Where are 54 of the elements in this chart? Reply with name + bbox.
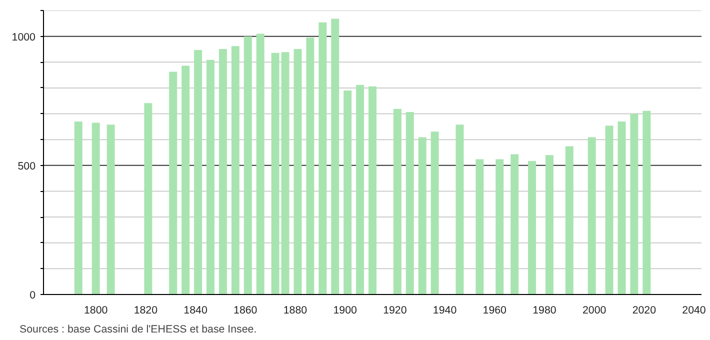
- source-note: Sources : base Cassini de l'EHESS et base Insee.: [20, 324, 257, 336]
- bar: [194, 50, 202, 294]
- x-tick-label: 1920: [383, 304, 407, 316]
- bar: [74, 122, 82, 294]
- bar: [271, 52, 280, 294]
- bar: [630, 114, 638, 294]
- bar: [418, 137, 426, 294]
- bar: [231, 46, 240, 294]
- bar: [393, 108, 402, 294]
- bar: [356, 84, 364, 294]
- bar: [588, 137, 596, 294]
- y-tick-label: 0: [30, 290, 36, 302]
- bar: [344, 90, 352, 294]
- bar: [106, 124, 115, 294]
- y-tick-label: 500: [18, 160, 36, 172]
- x-tick-label: 2020: [632, 304, 656, 316]
- bar: [169, 72, 178, 294]
- bar: [318, 22, 327, 294]
- x-tick-label: 1820: [134, 304, 158, 316]
- bar: [182, 66, 190, 294]
- bar: [218, 48, 227, 294]
- x-tick-label: 1840: [184, 304, 208, 316]
- bar: [368, 86, 376, 294]
- x-tick-label: 1940: [432, 304, 457, 316]
- bar: [545, 155, 554, 294]
- bar: [281, 52, 290, 294]
- bar: [456, 124, 464, 294]
- bar: [294, 48, 302, 294]
- x-tick-label: 2000: [582, 304, 606, 316]
- x-tick-label: 1900: [333, 304, 358, 316]
- bar: [510, 154, 519, 294]
- bar: [430, 132, 439, 294]
- x-tick-label: 1960: [482, 304, 507, 316]
- bar: [206, 60, 214, 294]
- bar: [144, 103, 152, 294]
- bar: [565, 146, 574, 294]
- bar: [605, 126, 614, 294]
- bar: [92, 122, 100, 294]
- x-tick-label: 2040: [682, 304, 706, 316]
- bar: [244, 36, 252, 294]
- bar: [618, 122, 626, 294]
- bar: [256, 34, 264, 294]
- x-tick-label: 1800: [84, 304, 108, 316]
- bar: [331, 18, 340, 294]
- y-tick-label: 1000: [12, 31, 36, 44]
- bar: [528, 161, 536, 294]
- bar: [306, 38, 314, 294]
- bar: [496, 159, 504, 294]
- x-tick-label: 1880: [283, 304, 308, 316]
- x-tick-label: 1860: [234, 304, 258, 316]
- bar: [406, 112, 414, 294]
- x-tick-label: 1980: [532, 304, 556, 316]
- bar: [476, 159, 484, 294]
- bar: [642, 110, 651, 294]
